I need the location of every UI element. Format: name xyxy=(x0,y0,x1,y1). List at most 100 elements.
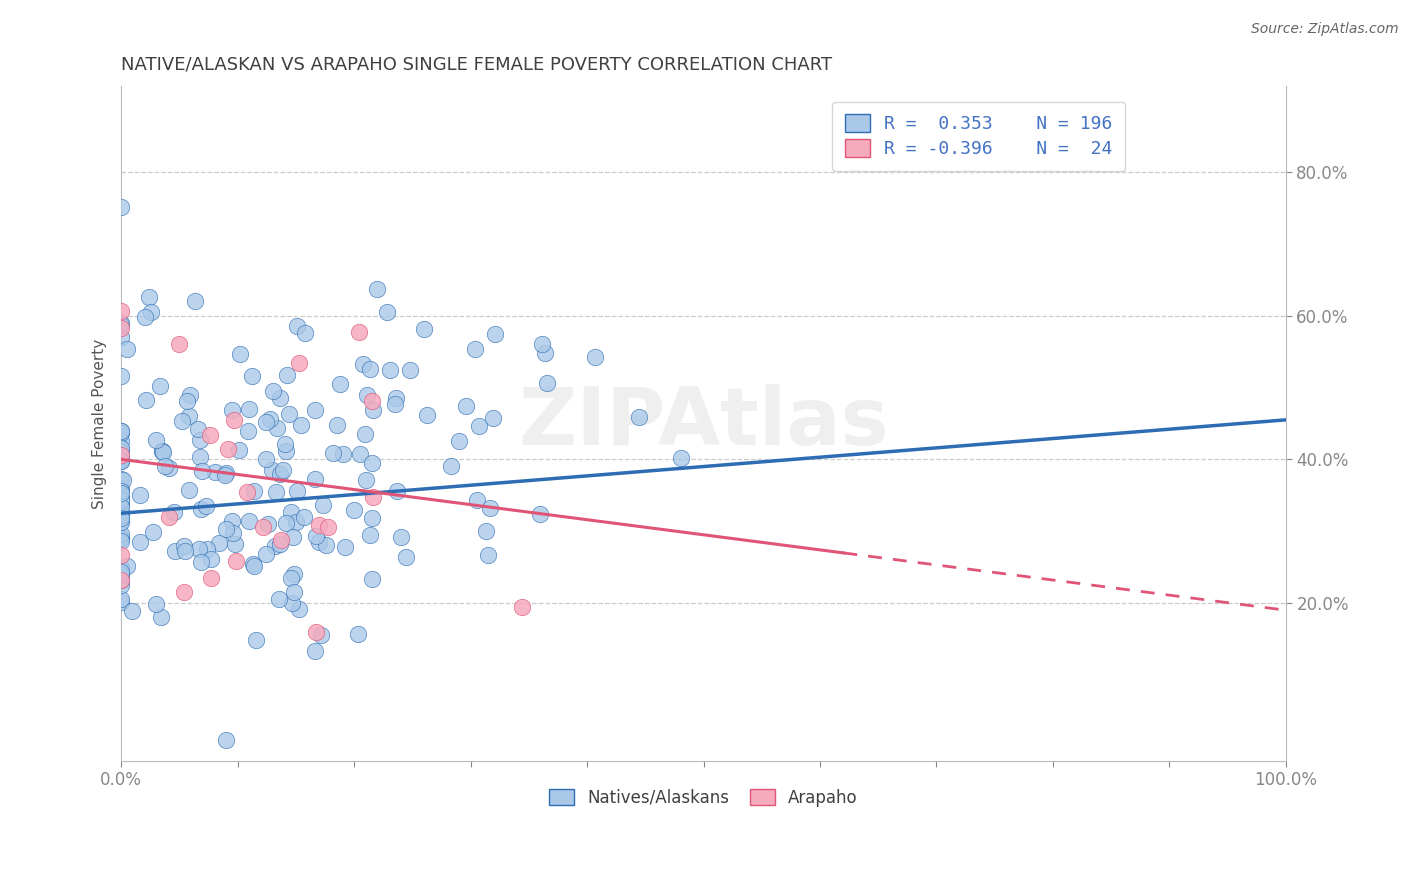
Point xyxy=(271,463,294,477)
Point xyxy=(110,591,132,606)
Point xyxy=(110,505,132,519)
Point xyxy=(510,600,533,615)
Point xyxy=(349,447,371,461)
Point xyxy=(356,388,378,402)
Point xyxy=(179,388,201,402)
Point xyxy=(484,327,506,342)
Point xyxy=(110,424,132,438)
Point xyxy=(153,458,176,473)
Point xyxy=(214,467,236,482)
Point xyxy=(110,454,132,468)
Point xyxy=(262,384,284,398)
Point xyxy=(243,558,266,573)
Point xyxy=(173,539,195,553)
Point xyxy=(361,403,384,417)
Point xyxy=(110,566,132,580)
Point xyxy=(110,330,132,344)
Point xyxy=(110,533,132,548)
Point xyxy=(238,514,260,528)
Point xyxy=(150,444,173,458)
Point xyxy=(110,508,132,522)
Point xyxy=(280,505,302,519)
Point xyxy=(110,481,132,495)
Point xyxy=(399,363,422,377)
Point xyxy=(148,379,170,393)
Point xyxy=(285,484,308,499)
Point xyxy=(529,507,551,521)
Point xyxy=(110,510,132,524)
Point xyxy=(110,514,132,528)
Point xyxy=(284,515,307,529)
Point xyxy=(252,520,274,534)
Point xyxy=(110,548,132,562)
Point xyxy=(354,426,377,441)
Point xyxy=(254,415,277,429)
Point xyxy=(354,473,377,487)
Point xyxy=(343,502,366,516)
Point xyxy=(477,548,499,562)
Point xyxy=(465,493,488,508)
Point xyxy=(347,626,370,640)
Point xyxy=(110,532,132,546)
Point xyxy=(475,524,498,538)
Y-axis label: Single Female Poverty: Single Female Poverty xyxy=(93,338,107,508)
Point xyxy=(110,531,132,545)
Point xyxy=(245,633,267,648)
Point xyxy=(360,572,382,586)
Point xyxy=(671,451,693,466)
Point xyxy=(304,644,326,658)
Point xyxy=(110,434,132,449)
Point xyxy=(254,452,277,467)
Point xyxy=(536,376,558,391)
Point xyxy=(363,491,385,505)
Point xyxy=(260,463,283,477)
Point xyxy=(115,559,138,574)
Point xyxy=(110,495,132,509)
Point xyxy=(176,393,198,408)
Point xyxy=(269,391,291,405)
Point xyxy=(385,484,408,499)
Point xyxy=(456,400,478,414)
Point xyxy=(215,522,238,536)
Point xyxy=(395,550,418,565)
Point xyxy=(290,418,312,433)
Point xyxy=(117,342,139,356)
Point xyxy=(110,368,132,383)
Point xyxy=(415,408,437,422)
Point xyxy=(312,498,335,512)
Point xyxy=(177,483,200,497)
Point xyxy=(152,445,174,459)
Point xyxy=(110,568,132,582)
Point xyxy=(274,443,297,458)
Point xyxy=(266,421,288,435)
Point xyxy=(112,473,135,487)
Point xyxy=(228,442,250,457)
Point xyxy=(242,557,264,571)
Point xyxy=(294,326,316,341)
Point xyxy=(188,450,211,465)
Point xyxy=(204,465,226,479)
Point xyxy=(479,501,502,516)
Point xyxy=(360,456,382,470)
Point xyxy=(163,505,186,519)
Point xyxy=(329,377,352,392)
Point xyxy=(190,555,212,569)
Point xyxy=(190,502,212,516)
Point xyxy=(274,516,297,530)
Point xyxy=(145,433,167,447)
Point xyxy=(157,461,180,475)
Point xyxy=(378,363,401,377)
Point xyxy=(316,519,339,533)
Point xyxy=(200,551,222,566)
Legend: Natives/Alaskans, Arapaho: Natives/Alaskans, Arapaho xyxy=(543,782,865,814)
Point xyxy=(110,200,132,214)
Point xyxy=(110,318,132,332)
Point xyxy=(361,393,384,408)
Point xyxy=(110,451,132,466)
Point xyxy=(110,493,132,508)
Point xyxy=(208,535,231,549)
Point xyxy=(352,357,374,371)
Point xyxy=(283,585,305,599)
Point xyxy=(359,362,381,376)
Point xyxy=(292,509,315,524)
